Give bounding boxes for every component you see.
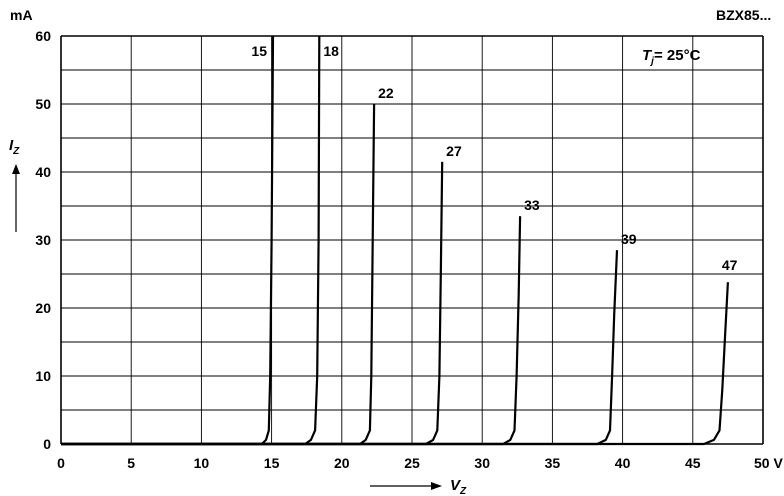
x-tick-label: 0 bbox=[57, 455, 65, 471]
y-tick-label: 60 bbox=[35, 28, 51, 44]
x-tick-label: 25 bbox=[404, 455, 420, 471]
series-label-18: 18 bbox=[323, 43, 339, 59]
x-tick-label: 15 bbox=[264, 455, 280, 471]
series-curves bbox=[61, 35, 729, 446]
part-number-label: BZX85... bbox=[716, 7, 771, 23]
y-tick-label: 0 bbox=[43, 436, 51, 452]
y-tick-label: 30 bbox=[35, 232, 51, 248]
series-label-33: 33 bbox=[524, 197, 540, 213]
y-axis-arrow-icon bbox=[12, 164, 20, 174]
x-tick-label: 10 bbox=[194, 455, 210, 471]
junction-temperature-label: Tj= 25°C bbox=[642, 47, 701, 67]
x-axis-title: VZ bbox=[370, 477, 467, 496]
series-label-15: 15 bbox=[251, 43, 267, 59]
x-tick-label: 20 bbox=[334, 455, 350, 471]
y-tick-label: 10 bbox=[35, 368, 51, 384]
x-tick-label: 45 bbox=[685, 455, 701, 471]
y-tick-label: 20 bbox=[35, 300, 51, 316]
series-label-22: 22 bbox=[378, 85, 394, 101]
y-tick-labels: 0 10 20 30 40 50 60 bbox=[35, 28, 51, 452]
y-unit-label: mA bbox=[10, 7, 33, 23]
x-tick-label: 50 V bbox=[754, 455, 783, 471]
y-tick-label: 50 bbox=[35, 96, 51, 112]
x-axis-symbol: VZ bbox=[450, 477, 467, 496]
series-labels: 15 18 22 27 33 39 47 bbox=[251, 43, 737, 273]
y-axis-title: IZ bbox=[9, 137, 20, 232]
series-label-39: 39 bbox=[621, 231, 637, 247]
x-axis-arrow-icon bbox=[431, 482, 442, 490]
x-tick-labels: 0 5 10 15 20 25 30 35 40 45 50 V bbox=[57, 455, 783, 471]
series-curve-47 bbox=[61, 282, 729, 446]
series-label-47: 47 bbox=[722, 257, 738, 273]
series-label-27: 27 bbox=[446, 143, 462, 159]
x-tick-label: 5 bbox=[127, 455, 135, 471]
x-tick-label: 40 bbox=[615, 455, 631, 471]
y-axis-symbol: IZ bbox=[9, 137, 20, 157]
y-tick-label: 40 bbox=[35, 164, 51, 180]
x-tick-label: 30 bbox=[474, 455, 490, 471]
x-tick-label: 35 bbox=[545, 455, 561, 471]
